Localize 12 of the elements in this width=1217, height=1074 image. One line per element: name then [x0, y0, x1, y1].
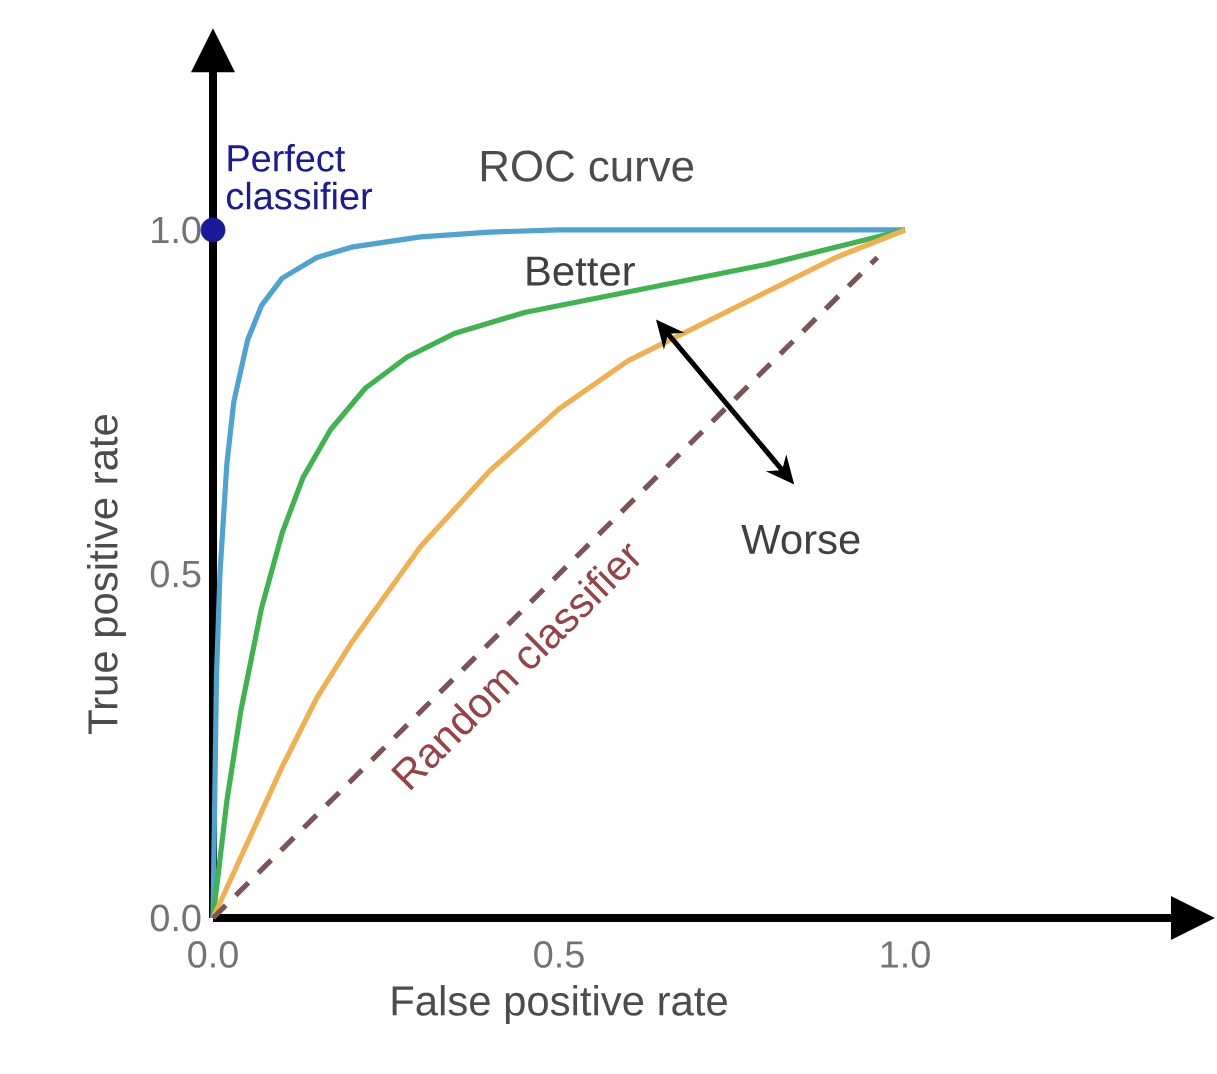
x-tick-label: 0.0 [188, 941, 238, 968]
x-tick-label: 1.0 [881, 941, 930, 968]
x-axis-title: False positive rate [392, 985, 727, 1025]
y-tick-label: 0.0 [150, 904, 201, 932]
y-tick-label: 1.0 [152, 216, 201, 244]
x-tick-label: 0.5 [534, 941, 584, 968]
y-axis-title: True positive rate [86, 415, 126, 734]
annotation: Worse [741, 524, 860, 555]
annotation: Better [527, 256, 635, 286]
series-label: Perfect classifier [227, 143, 372, 210]
text: ROC curve [481, 150, 694, 182]
y-tick-label: 0.5 [150, 560, 201, 588]
